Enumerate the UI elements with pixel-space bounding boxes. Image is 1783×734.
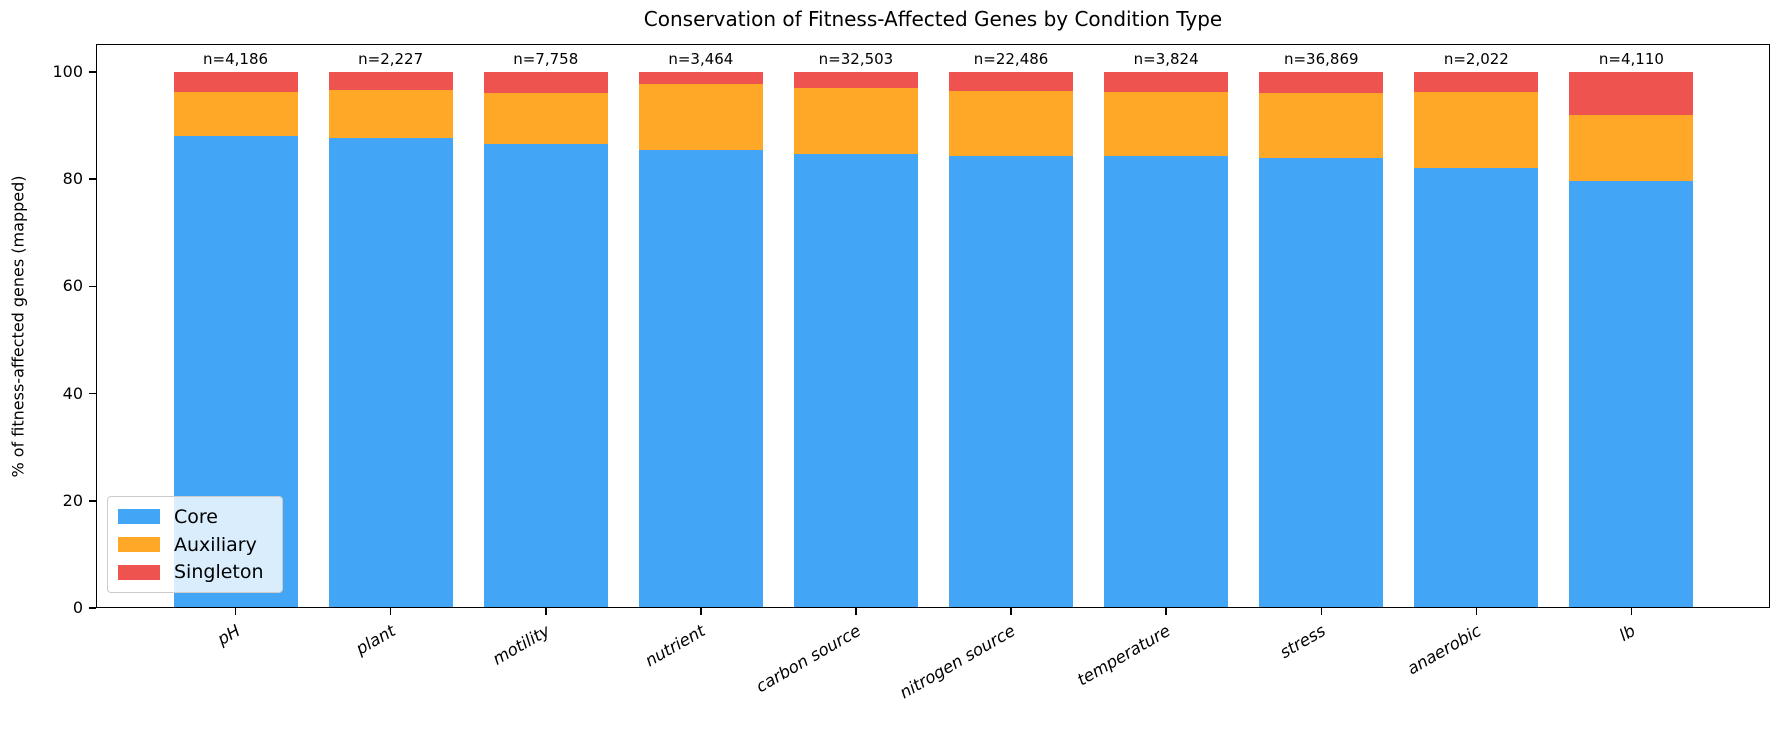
bar-count-label: n=7,758 [513, 49, 579, 68]
bar-segment-singleton [638, 71, 763, 84]
bar-segment-auxiliary [1259, 93, 1384, 158]
bar-segment-auxiliary [1414, 92, 1539, 169]
bar-segment-auxiliary [483, 92, 608, 145]
legend-swatch-auxiliary [118, 537, 160, 552]
x-tick-mark [700, 608, 702, 615]
legend-label: Auxiliary [174, 533, 257, 556]
bar-segment-core [638, 149, 763, 608]
bar-segment-auxiliary [1104, 92, 1229, 157]
bar-segment-singleton [1104, 71, 1229, 93]
x-tick-label: nutrient [641, 621, 709, 671]
x-tick-label: carbon source [752, 621, 864, 697]
bar-segment-auxiliary [1569, 114, 1694, 181]
legend-row: Singleton [118, 560, 272, 584]
bar-segment-auxiliary [793, 88, 918, 154]
x-tick-mark [545, 608, 547, 615]
legend: Core Auxiliary Singleton [107, 496, 283, 593]
bar-count-label: n=32,503 [818, 49, 894, 68]
y-tick-mark [89, 392, 96, 395]
y-axis-label: % of fitness-affected genes (mapped) [8, 175, 28, 477]
bar-count-label: n=22,486 [973, 49, 1049, 68]
x-tick-mark [855, 608, 857, 615]
bar-segment-auxiliary [328, 89, 453, 138]
bar-segment-singleton [949, 71, 1074, 92]
x-tick-label: plant [352, 621, 399, 659]
y-tick-mark [89, 71, 96, 73]
bar-segment-singleton [793, 71, 918, 89]
bar-count-label: n=4,110 [1598, 49, 1664, 68]
bar-count-label: n=4,186 [203, 49, 269, 68]
legend-row: Core [118, 505, 272, 529]
bar-count-label: n=3,824 [1133, 49, 1199, 68]
bar-segment-singleton [328, 71, 453, 90]
x-tick-mark [389, 608, 392, 615]
legend-swatch-core [118, 509, 160, 525]
y-tick-label: 40 [62, 383, 83, 403]
bar-count-label: n=36,869 [1283, 49, 1359, 68]
bar-segment-core [1104, 156, 1229, 608]
bar-segment-auxiliary [173, 92, 298, 136]
bar-segment-core [793, 153, 918, 608]
y-tick-label: 0 [72, 598, 83, 617]
x-tick-label: temperature [1074, 621, 1174, 690]
bar-segment-singleton [1414, 71, 1539, 93]
bar-segment-core [1569, 180, 1694, 608]
x-tick-mark [1010, 608, 1012, 615]
bar-segment-core [328, 137, 453, 608]
bar-segment-auxiliary [638, 83, 763, 150]
x-tick-mark [1475, 608, 1478, 615]
x-tick-mark [1630, 608, 1633, 615]
x-tick-label: nitrogen source [896, 621, 1019, 703]
bar-count-label: n=3,464 [668, 49, 734, 68]
y-tick-mark [89, 285, 96, 288]
bar-segment-singleton [1569, 71, 1694, 115]
bar-segment-core [483, 144, 608, 608]
x-tick-label: lb [1616, 621, 1639, 645]
y-tick-label: 80 [62, 169, 83, 189]
x-tick-label: motility [489, 621, 554, 669]
x-tick-label: stress [1276, 621, 1329, 663]
bar-segment-singleton [1259, 71, 1384, 94]
bar-segment-singleton [483, 71, 608, 93]
bar-segment-core [1414, 168, 1539, 608]
x-tick-label: pH [213, 621, 244, 649]
legend-row: Auxiliary [118, 533, 272, 557]
bar-count-label: n=2,022 [1443, 49, 1509, 68]
bar-segment-core [949, 156, 1074, 608]
bar-segment-singleton [173, 71, 298, 93]
y-axis-label-box: % of fitness-affected genes (mapped) [0, 44, 36, 608]
y-tick-mark [89, 607, 96, 609]
y-tick-mark [89, 500, 96, 502]
legend-label: Singleton [174, 561, 264, 584]
legend-swatch-singleton [118, 564, 160, 580]
bar-segment-core [1259, 157, 1384, 608]
x-tick-mark [1320, 608, 1322, 615]
x-tick-label: anaerobic [1403, 621, 1484, 679]
y-tick-label: 60 [62, 276, 83, 296]
y-tick-label: 20 [62, 490, 83, 510]
bar-count-label: n=2,227 [358, 49, 424, 68]
y-tick-label: 100 [52, 61, 83, 81]
chart-title: Conservation of Fitness-Affected Genes b… [643, 7, 1223, 31]
x-tick-mark [234, 608, 237, 615]
y-tick-mark [89, 178, 96, 180]
bar-segment-auxiliary [949, 91, 1074, 157]
plot-area: n=4,186 n=2,227 n=7,758 n=3,464 n=32,503 n=22… [96, 44, 1770, 608]
x-tick-mark [1165, 608, 1167, 615]
legend-label: Core [174, 505, 218, 528]
